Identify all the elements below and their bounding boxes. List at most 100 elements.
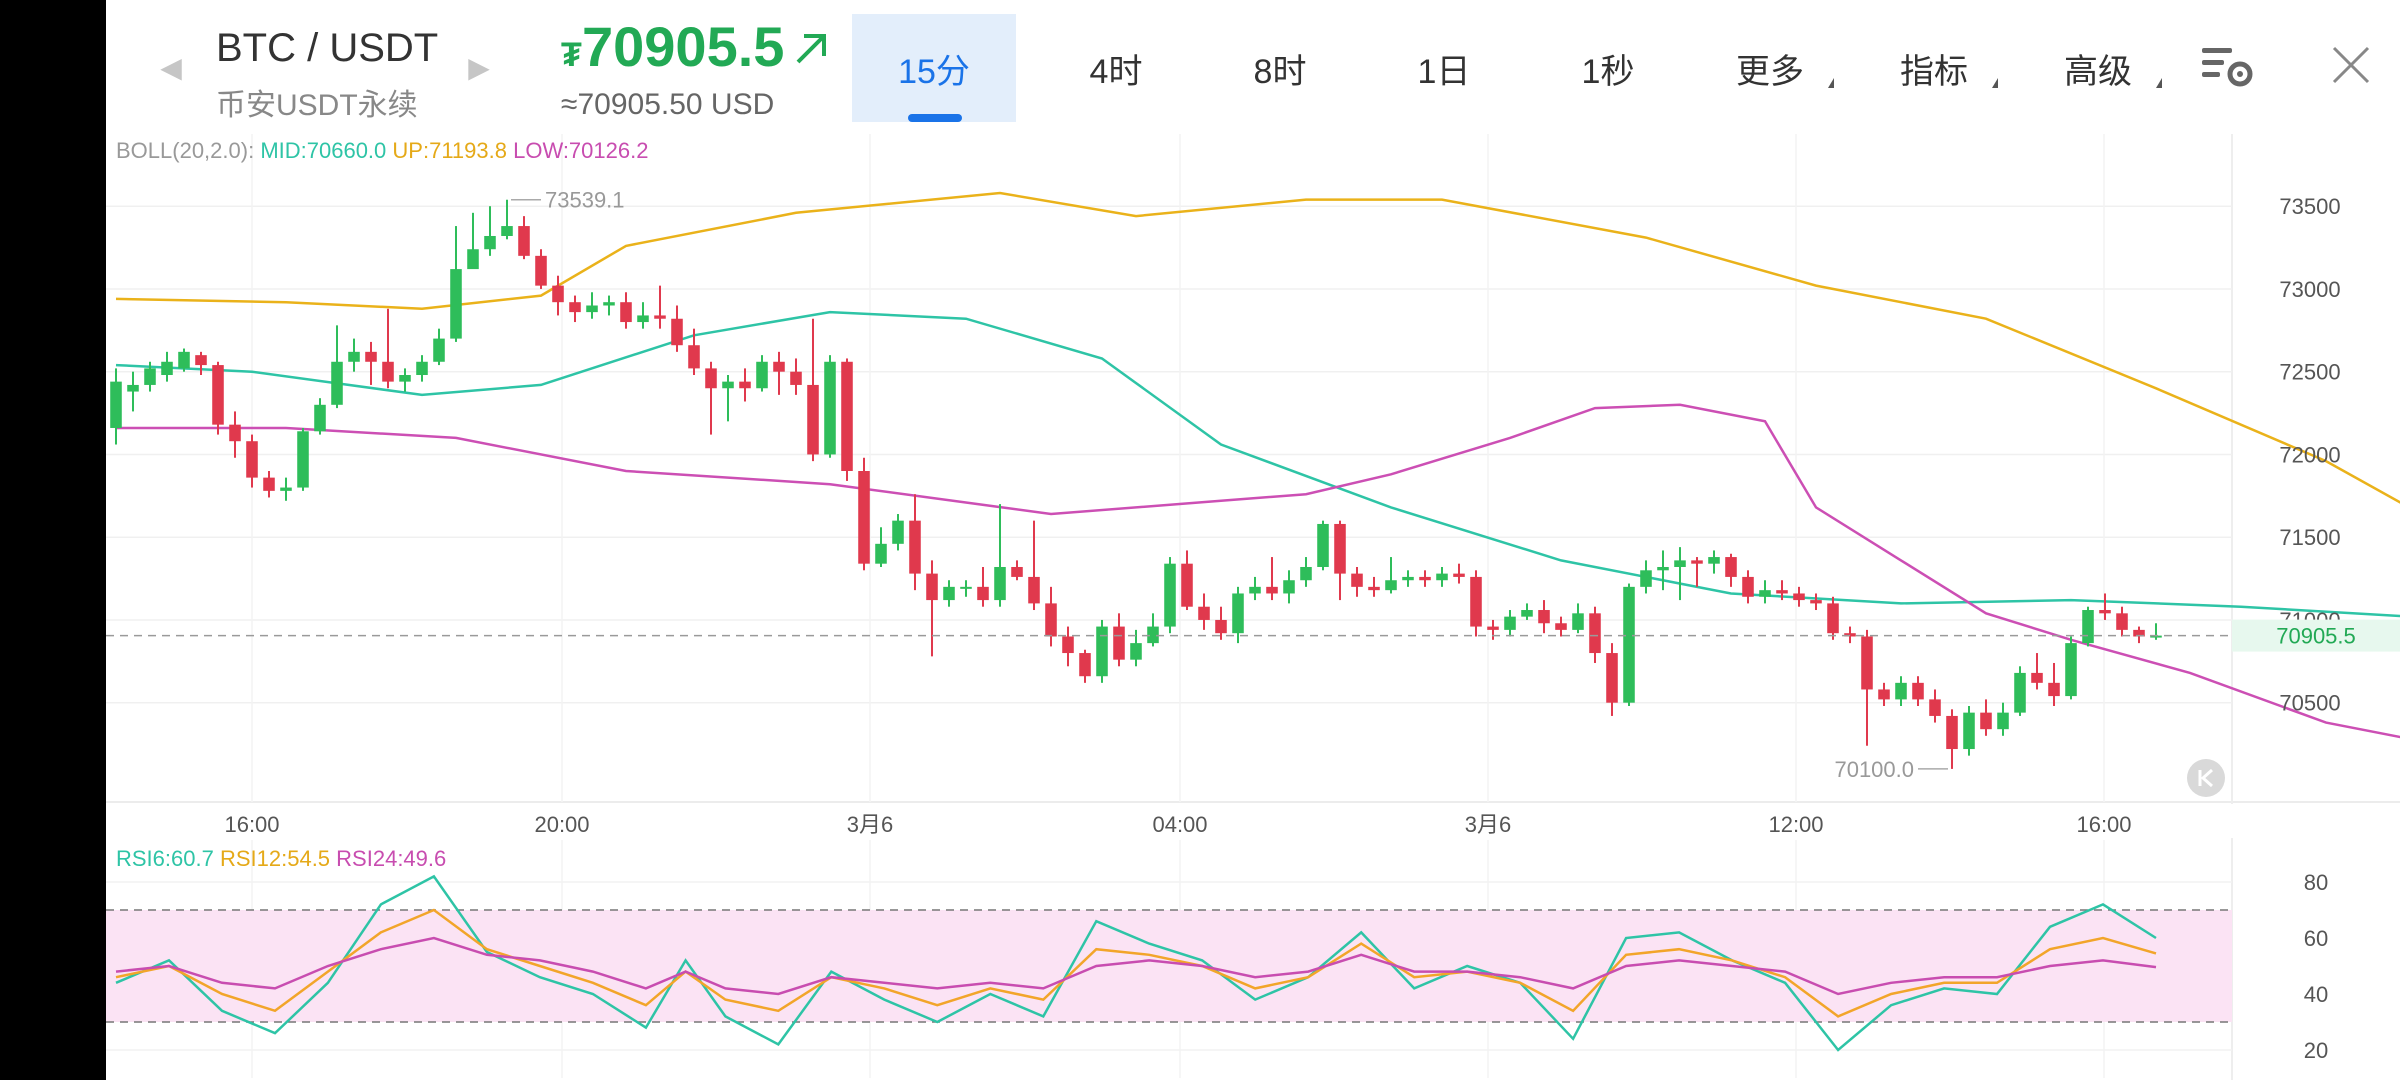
candle-body — [1079, 653, 1091, 677]
candle — [365, 341, 377, 385]
candle-body — [586, 305, 598, 313]
candle-body — [1487, 626, 1499, 630]
candle-body — [1249, 586, 1261, 594]
candle — [297, 427, 309, 491]
candle — [977, 566, 989, 607]
candle — [2031, 653, 2043, 690]
candle — [501, 199, 513, 240]
candle-body — [1011, 566, 1023, 577]
candle — [331, 325, 343, 409]
candle-body — [1385, 580, 1397, 591]
candle-body — [705, 368, 717, 389]
close-icon[interactable] — [2328, 42, 2374, 88]
tab-advanced[interactable]: 高级 — [2048, 14, 2162, 122]
prev-symbol-icon[interactable]: ◀ — [160, 52, 182, 83]
tab-1s[interactable]: 1秒 — [1558, 14, 1658, 122]
candle — [1538, 600, 1550, 634]
price-usd: ≈70905.50 USD — [561, 88, 775, 121]
candle-body — [1147, 626, 1159, 644]
candle — [280, 477, 292, 501]
candle-body — [2099, 610, 2111, 614]
candle-body — [2014, 672, 2026, 713]
candle-body — [1878, 689, 1890, 700]
candle-body — [1062, 636, 1074, 654]
tab-15m[interactable]: 15分 — [852, 14, 1016, 122]
tab-indicators[interactable]: 指标 — [1884, 14, 1998, 122]
candle-body — [161, 361, 173, 376]
tab-label: 4时 — [1089, 52, 1143, 91]
chart-settings-icon[interactable] — [2200, 44, 2256, 88]
candle — [807, 318, 819, 462]
candle-body — [2133, 629, 2145, 637]
min-price-label: 70100.0 — [1834, 757, 1914, 782]
candle-body — [994, 566, 1006, 601]
candle-body — [2065, 643, 2077, 697]
candle — [1113, 613, 1125, 667]
candle — [1929, 689, 1941, 723]
rsi-tick-label: 20 — [2304, 1038, 2328, 1063]
candles — [110, 199, 2162, 769]
candle-body — [1028, 576, 1040, 604]
candle-body — [1861, 636, 1873, 690]
candle — [1385, 557, 1397, 594]
candle-body — [926, 573, 938, 601]
candle-body — [331, 361, 343, 405]
candle — [739, 368, 751, 402]
candle — [1300, 557, 1312, 587]
candle — [1504, 610, 1516, 637]
candle — [433, 328, 445, 366]
candle-body — [1538, 610, 1550, 624]
candle-body — [892, 520, 904, 544]
symbol-exchange: 币安USDT永续 — [216, 89, 418, 122]
candle-body — [1827, 603, 1839, 634]
boll-upper-line — [115, 191, 2400, 504]
rsi6-label: RSI6:60.7 — [116, 846, 214, 871]
tab-1d[interactable]: 1日 — [1394, 14, 1494, 122]
candle-body — [1266, 586, 1278, 594]
tab-8h[interactable]: 8时 — [1230, 14, 1330, 122]
candle-body — [1436, 573, 1448, 581]
header-bar: ◀ BTC / USDT 币安USDT永续 ▶ ₮ 70905.5 ≈70905… — [106, 0, 2400, 134]
tab-more[interactable]: 更多 — [1720, 14, 1834, 122]
candle-body — [365, 351, 377, 362]
candle — [824, 355, 836, 458]
candle-body — [1623, 586, 1635, 703]
axis-labels: 7050071000715007200072500730007350016:00… — [106, 188, 2400, 1063]
candle-body — [1215, 619, 1227, 634]
tab-label: 更多 — [1736, 52, 1804, 91]
candle — [671, 305, 683, 352]
candle — [909, 494, 921, 591]
candle — [1028, 520, 1040, 611]
time-tick-label: 3月6 — [1465, 812, 1511, 837]
candle-body — [535, 255, 547, 286]
candle — [178, 348, 190, 372]
candle-body — [637, 315, 649, 323]
candle — [2082, 606, 2094, 647]
rewind-icon[interactable] — [2186, 758, 2226, 798]
candle — [688, 328, 700, 376]
candle — [790, 358, 802, 395]
candle — [1810, 593, 1822, 611]
candle-body — [875, 543, 887, 564]
candle-body — [1912, 682, 1924, 700]
candle-body — [552, 285, 564, 303]
candle — [943, 580, 955, 607]
candle-body — [1283, 580, 1295, 594]
candle — [144, 361, 156, 392]
candle — [1453, 563, 1465, 584]
candle — [2116, 606, 2128, 637]
chart-area[interactable]: 7050071000715007200072500730007350016:00… — [106, 134, 2400, 1080]
candle-body — [671, 318, 683, 346]
candle — [875, 527, 887, 567]
candle — [722, 375, 734, 422]
active-tab-indicator — [908, 114, 962, 122]
candle-body — [1402, 576, 1414, 581]
next-symbol-icon[interactable]: ▶ — [468, 52, 490, 83]
candle — [1487, 619, 1499, 640]
rsi24-label: RSI24:49.6 — [336, 846, 447, 871]
tab-4h[interactable]: 4时 — [1066, 14, 1166, 122]
candle-body — [1504, 616, 1516, 630]
candle-body — [1555, 623, 1567, 630]
symbol-name[interactable]: BTC / USDT — [216, 26, 439, 70]
candle — [1164, 557, 1176, 634]
